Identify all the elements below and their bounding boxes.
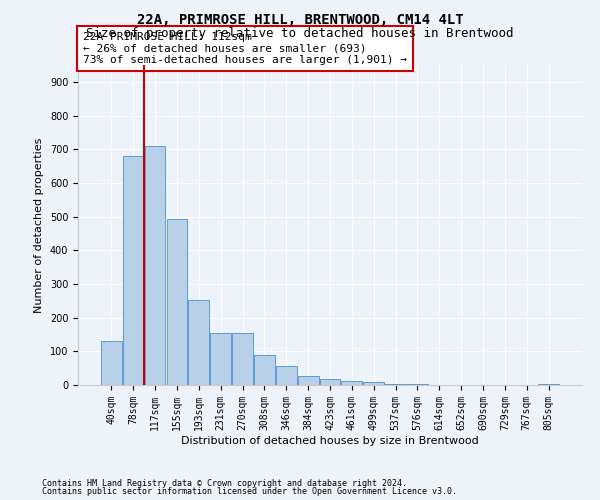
Bar xyxy=(341,380,362,385)
Bar xyxy=(101,341,122,385)
Bar xyxy=(538,384,559,385)
Bar xyxy=(320,379,340,385)
Bar xyxy=(364,382,384,385)
Bar xyxy=(407,384,428,385)
Bar xyxy=(167,219,187,385)
Text: Contains HM Land Registry data © Crown copyright and database right 2024.: Contains HM Land Registry data © Crown c… xyxy=(42,478,407,488)
Text: 22A PRIMROSE HILL: 112sqm
← 26% of detached houses are smaller (693)
73% of semi: 22A PRIMROSE HILL: 112sqm ← 26% of detac… xyxy=(83,32,407,65)
Bar xyxy=(123,156,143,385)
Bar xyxy=(210,333,231,385)
Y-axis label: Number of detached properties: Number of detached properties xyxy=(34,138,44,312)
Text: Size of property relative to detached houses in Brentwood: Size of property relative to detached ho… xyxy=(86,28,514,40)
X-axis label: Distribution of detached houses by size in Brentwood: Distribution of detached houses by size … xyxy=(181,436,479,446)
Text: 22A, PRIMROSE HILL, BRENTWOOD, CM14 4LT: 22A, PRIMROSE HILL, BRENTWOOD, CM14 4LT xyxy=(137,12,463,26)
Bar xyxy=(232,333,253,385)
Bar xyxy=(188,300,209,385)
Bar xyxy=(145,146,166,385)
Bar xyxy=(276,366,296,385)
Text: Contains public sector information licensed under the Open Government Licence v3: Contains public sector information licen… xyxy=(42,487,457,496)
Bar xyxy=(254,354,275,385)
Bar xyxy=(385,384,406,385)
Bar xyxy=(298,376,319,385)
